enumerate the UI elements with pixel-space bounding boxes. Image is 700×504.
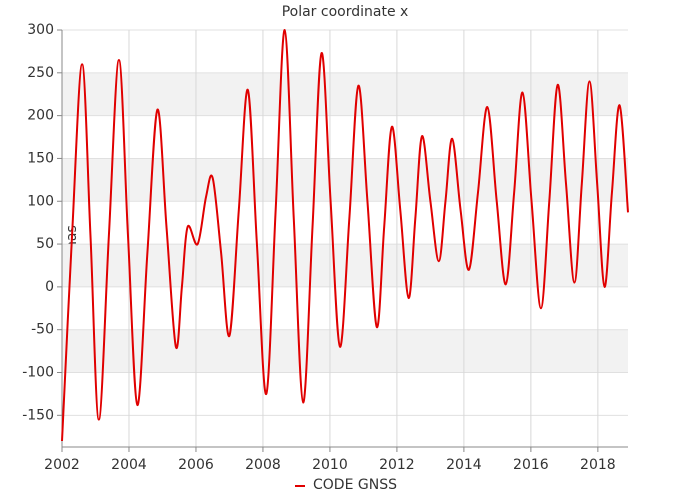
x-tick-label: 2016 <box>513 457 549 473</box>
x-tick-label: 2008 <box>245 457 281 473</box>
x-tick-label: 2014 <box>446 457 482 473</box>
y-tick-label: 100 <box>27 193 54 209</box>
y-tick-label: 200 <box>27 108 54 124</box>
y-tick-label: -150 <box>22 407 54 423</box>
y-tick-label: 50 <box>36 236 54 252</box>
x-tick-label: 2006 <box>178 457 214 473</box>
data-line <box>61 28 629 442</box>
y-tick-label: -100 <box>22 365 54 381</box>
grid-band <box>62 158 628 202</box>
x-tick-label: 2010 <box>312 457 348 473</box>
x-tick-label: 2004 <box>111 457 147 473</box>
grid-band <box>62 329 628 373</box>
legend-label: CODE GNSS <box>313 477 397 493</box>
y-tick-label: -50 <box>31 322 54 338</box>
chart-title: Polar coordinate x <box>282 4 409 20</box>
x-tick-label: 2018 <box>580 457 616 473</box>
y-tick-label: 250 <box>27 65 54 81</box>
y-tick-label: 0 <box>45 279 54 295</box>
y-tick-label: 150 <box>27 150 54 166</box>
y-tick-label: 300 <box>27 22 54 38</box>
x-tick-label: 2012 <box>379 457 415 473</box>
plot-area: -150 -100 -50 0 50 100 150 200 250 300 2002 2004 200… <box>22 22 629 493</box>
grid-band <box>62 72 628 116</box>
x-tick-label: 2002 <box>44 457 80 473</box>
